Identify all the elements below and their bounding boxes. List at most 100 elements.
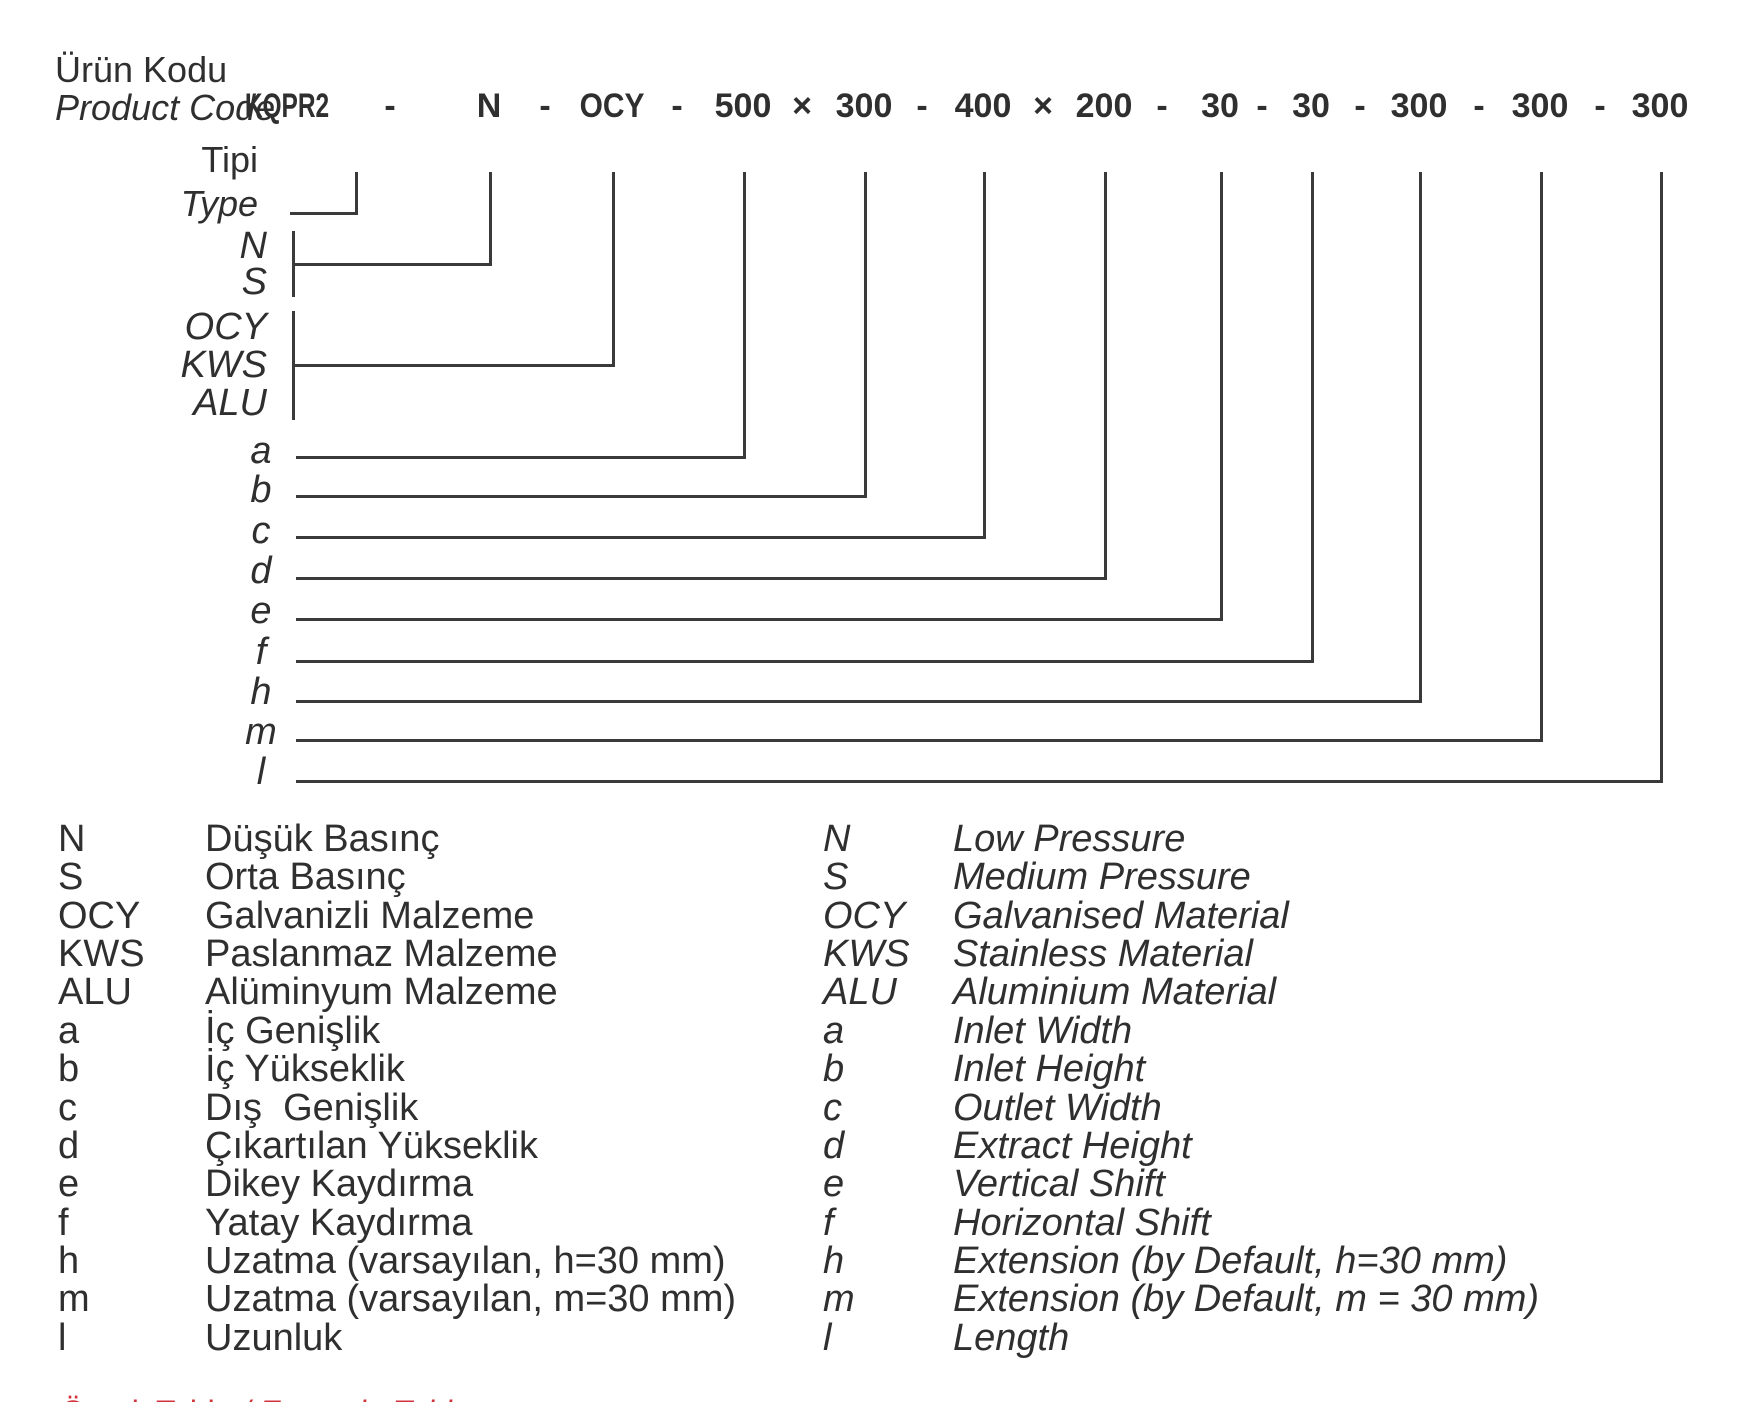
legend-key-en: b [823,1048,845,1090]
connector-m-vertical [1540,172,1543,742]
code-segment-type: N [476,87,502,125]
legend-key-en: e [823,1163,845,1205]
legend-text-tr: Düşük Basınç [205,818,440,860]
legend-key: b [58,1048,80,1090]
connector-a-horizontal [296,456,746,459]
code-segment-b: 300 [835,87,893,125]
legend-key-en: l [823,1317,832,1359]
type-option-s: S [241,261,267,303]
code-segment-c: 400 [954,87,1012,125]
legend-key: ALU [58,971,132,1013]
connector-f-horizontal [296,660,1314,663]
code-multiply-sign: × [1033,87,1053,125]
code-segment-h: 300 [1390,87,1448,125]
connector-ocy-horizontal [292,364,615,367]
connector-c-horizontal [296,536,986,539]
legend-key: l [58,1317,67,1359]
legend-text-en: Extension (by Default, h=30 mm) [953,1240,1508,1282]
legend-text-en: Length [953,1317,1070,1359]
code-segment-a: 500 [714,87,772,125]
legend-key-en: a [823,1010,845,1052]
legend-key: KWS [58,933,145,975]
example-table-note-tr: Örnek Tablo [61,1394,233,1402]
param-label-c: c [251,510,271,552]
connector-f-vertical [1311,172,1314,663]
legend-text-en: Medium Pressure [953,856,1251,898]
legend-key-en: c [823,1087,842,1129]
param-label-h: h [250,671,272,713]
material-option-ocy: OCY [184,306,267,348]
connector-m-horizontal [296,739,1543,742]
param-label-e: e [250,590,272,632]
legend-key: OCY [58,895,141,937]
param-label-l: l [256,751,266,793]
legend-text-tr: Çıkartılan Yükseklik [205,1125,538,1167]
code-segment-d: 200 [1075,87,1133,125]
connector-e-horizontal [296,618,1223,621]
legend-text-tr: Dikey Kaydırma [205,1163,474,1205]
code-segment-f: 30 [1292,87,1330,125]
legend-key: e [58,1163,80,1205]
param-label-f: f [255,631,267,673]
legend-text-tr: İç Genişlik [205,1010,381,1052]
connector-h-vertical [1419,172,1422,703]
param-label-a: a [250,430,272,472]
connector-e-vertical [1220,172,1223,621]
code-separator: - [1473,87,1485,125]
page-title-english: Product Code [55,87,276,128]
param-label-m: m [245,711,277,753]
param-label-d: d [250,550,272,592]
legend-text-tr: Uzatma (varsayılan, m=30 mm) [205,1278,737,1320]
legend-key-en: ALU [823,971,897,1013]
legend-text-en: Inlet Height [953,1048,1146,1090]
connector-d-vertical [1104,172,1107,580]
code-segment-m: 300 [1511,87,1569,125]
legend-text-tr: Alüminyum Malzeme [205,971,558,1013]
legend-key-en: N [823,818,851,860]
connector-l-horizontal [296,780,1663,783]
legend-text-en: Extension (by Default, m = 30 mm) [953,1278,1540,1320]
connector-c-vertical [983,172,986,539]
connector-d-horizontal [296,577,1107,580]
legend-text-en: Galvanised Material [953,895,1289,937]
legend-text-tr: Orta Basınç [205,856,406,898]
type-label-turkish: Tipi [201,139,258,180]
legend-key: S [58,856,84,898]
code-segment-series: KQPR2 [244,87,330,125]
connector-n-vertical [489,172,492,266]
legend-key-en: h [823,1240,845,1282]
legend-text-en: Inlet Width [953,1010,1133,1052]
code-segment-material: OCY [579,87,645,125]
legend-text-en: Extract Height [953,1125,1192,1167]
legend-key: c [58,1087,77,1129]
legend-text-tr: Yatay Kaydırma [205,1202,473,1244]
code-segment-e: 30 [1201,87,1239,125]
legend-text-tr: Galvanizli Malzeme [205,895,535,937]
legend-text-en: Aluminium Material [953,971,1277,1013]
connector-type-vertical [355,172,358,215]
legend-key-en: KWS [823,933,910,975]
material-option-alu: ALU [193,382,267,424]
code-separator: - [671,87,683,125]
code-separator: - [1594,87,1606,125]
example-table-note-en: / Example Table [241,1394,469,1402]
legend-text-tr: Paslanmaz Malzeme [205,933,558,975]
legend-text-tr: İç Yükseklik [205,1048,405,1090]
legend-key-en: m [823,1278,855,1320]
legend-text-tr: Uzatma (varsayılan, h=30 mm) [205,1240,726,1282]
connector-a-vertical [743,172,746,459]
code-segment-l: 300 [1631,87,1689,125]
code-separator: - [1256,87,1268,125]
legend-text-tr: Uzunluk [205,1317,343,1359]
legend-key: h [58,1240,80,1282]
legend-text-en: Low Pressure [953,818,1186,860]
legend-text-tr: Dış Genişlik [205,1087,419,1129]
code-multiply-sign: × [792,87,812,125]
connector-type-horizontal [290,212,358,215]
connector-h-horizontal [296,700,1422,703]
example-table-note: Örnek Tablo / Example Table [25,1364,470,1402]
legend-key-en: f [823,1202,834,1244]
code-separator: - [384,87,396,125]
connector-ocy-vertical [612,172,615,367]
